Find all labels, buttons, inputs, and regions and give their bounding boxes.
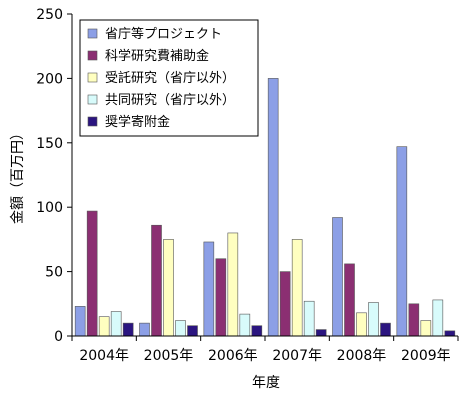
bars [74,78,456,337]
y-tick-label: 250 [36,7,63,23]
legend-swatch [87,116,98,127]
bar-1-2004年 [74,306,86,337]
y-tick-label: 0 [54,329,63,345]
bar-2-2008年 [344,263,355,337]
legend-swatch [87,50,98,61]
bar-4-2008年 [368,302,379,337]
bar-1-2007年 [267,78,279,337]
legend-swatch [87,94,98,105]
y-axis-title-text: 金額（百万円） [10,126,26,224]
x-tick-labels: 2004年 2005年 2006年 2007年 2008年 2009年 [71,336,459,364]
bar-4-2005年 [175,320,186,337]
bar-3-2009年 [420,320,432,337]
legend-swatch [87,72,98,83]
x-axis-title: 年度 [252,375,280,391]
y-tick-label: 100 [36,200,63,216]
bar-5-2008年 [380,322,391,337]
bar-3-2004年 [98,316,110,337]
bar-2-2009年 [408,303,420,337]
y-axis-title: 金額（百万円） [10,126,26,224]
bar-5-2007年 [315,329,327,337]
legend-label: 奨学寄附金 [105,114,170,130]
bar-4-2004年 [110,311,122,337]
bar-3-2006年 [227,232,239,337]
bar-3-2007年 [291,239,303,337]
bar-5-2006年 [251,325,263,337]
bar-1-2005年 [139,322,150,337]
bar-2-2007年 [279,271,291,337]
bar-4-2006年 [239,313,251,337]
y-tick-label: 200 [36,71,63,87]
bar-1-2006年 [203,241,215,337]
bar-1-2008年 [332,217,343,337]
legend-swatch [87,28,98,39]
x-tick-label: 2005年 [144,348,194,364]
x-tick-label: 2006年 [208,348,258,364]
bar-5-2005年 [187,325,198,337]
bar-3-2005年 [163,239,174,337]
y-tick-labels: 0 50 100 150 200 250 [36,7,72,345]
bar-2-2004年 [86,210,98,337]
bar-5-2004年 [122,322,134,337]
bar-2-2005年 [151,224,162,337]
bar-4-2007年 [303,300,315,337]
legend-label: 科学研究費補助金 [105,48,209,64]
legend-box [79,19,259,137]
bar-3-2008年 [356,312,367,337]
legend-label: 省庁等プロジェクト [105,26,222,42]
legend-label: 受託研究（省庁以外） [105,70,235,86]
x-tick-label: 2007年 [272,348,322,364]
bar-1-2009年 [396,146,408,337]
x-tick-label: 2009年 [401,348,451,364]
x-tick-label: 2008年 [337,348,387,364]
legend-label: 共同研究（省庁以外） [105,93,235,108]
x-tick-label: 2004年 [79,348,129,364]
y-tick-label: 150 [36,136,63,152]
y-tick-label: 50 [45,265,63,281]
bar-5-2009年 [444,330,456,337]
bar-2-2006年 [215,258,227,337]
bar-4-2009年 [432,299,444,337]
